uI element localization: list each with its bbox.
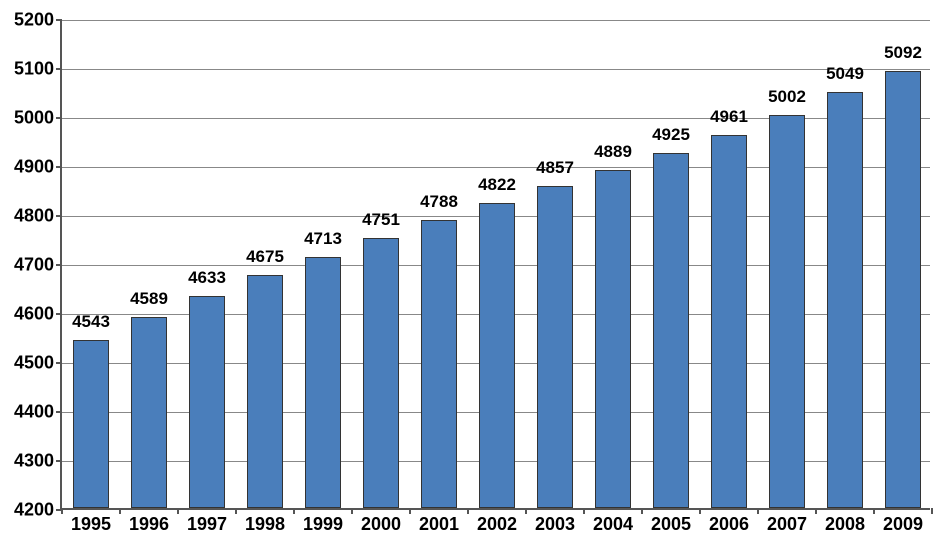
x-tick-mark [815, 508, 817, 514]
data-label: 5002 [768, 87, 806, 107]
y-axis-label: 4800 [14, 206, 62, 227]
x-tick-mark [61, 508, 63, 514]
x-tick-mark [293, 508, 295, 514]
x-axis-label: 1998 [245, 508, 285, 535]
data-label: 4713 [304, 229, 342, 249]
data-label: 4675 [246, 247, 284, 267]
bar [189, 296, 225, 508]
data-label: 4961 [710, 107, 748, 127]
y-axis-label: 4600 [14, 304, 62, 325]
x-axis-label: 2009 [883, 508, 923, 535]
x-tick-mark [757, 508, 759, 514]
x-tick-mark [409, 508, 411, 514]
plot-area: 4200430044004500460047004800490050005100… [60, 20, 930, 510]
bar [131, 317, 167, 508]
data-label: 4925 [652, 125, 690, 145]
bar [653, 153, 689, 508]
x-axis-label: 1996 [129, 508, 169, 535]
data-label: 5092 [884, 43, 922, 63]
x-axis-label: 2000 [361, 508, 401, 535]
x-axis-label: 2006 [709, 508, 749, 535]
y-axis-label: 4300 [14, 451, 62, 472]
x-tick-mark [873, 508, 875, 514]
bar [711, 135, 747, 508]
x-tick-mark [119, 508, 121, 514]
data-label: 4889 [594, 142, 632, 162]
x-tick-mark [525, 508, 527, 514]
grid-line [62, 20, 930, 21]
bar [595, 170, 631, 508]
x-tick-mark [641, 508, 643, 514]
x-axis-label: 2008 [825, 508, 865, 535]
bar [769, 115, 805, 508]
y-axis-label: 4700 [14, 255, 62, 276]
data-label: 4822 [478, 175, 516, 195]
bar-chart: 4200 4300 4400 4500 4600 4700 4800 4900 5000 5100… [0, 0, 941, 552]
x-tick-mark [931, 508, 933, 514]
data-label: 5049 [826, 64, 864, 84]
y-axis-label: 4200 [14, 500, 62, 521]
x-axis-label: 1995 [71, 508, 111, 535]
bar [73, 340, 109, 508]
y-axis-label: 5100 [14, 59, 62, 80]
x-axis-label: 1997 [187, 508, 227, 535]
bar [421, 220, 457, 508]
x-tick-mark [467, 508, 469, 514]
y-axis-label: 4900 [14, 157, 62, 178]
data-label: 4857 [536, 158, 574, 178]
data-label: 4788 [420, 192, 458, 212]
x-axis-label: 2004 [593, 508, 633, 535]
y-axis-label: 4400 [14, 402, 62, 423]
x-tick-mark [583, 508, 585, 514]
x-axis-label: 2001 [419, 508, 459, 535]
bar [305, 257, 341, 508]
x-tick-mark [699, 508, 701, 514]
x-axis-label: 2002 [477, 508, 517, 535]
bar [537, 186, 573, 508]
bar [827, 92, 863, 508]
x-tick-mark [351, 508, 353, 514]
x-axis-label: 2007 [767, 508, 807, 535]
grid-line [62, 69, 930, 70]
data-label: 4633 [188, 268, 226, 288]
data-label: 4543 [72, 312, 110, 332]
x-axis-label: 2003 [535, 508, 575, 535]
y-axis-label: 5000 [14, 108, 62, 129]
bar [363, 238, 399, 508]
x-tick-mark [177, 508, 179, 514]
data-label: 4589 [130, 289, 168, 309]
bar [885, 71, 921, 508]
x-axis-label: 1999 [303, 508, 343, 535]
x-tick-mark [235, 508, 237, 514]
y-axis-label: 5200 [14, 10, 62, 31]
y-axis-label: 4500 [14, 353, 62, 374]
bar [247, 275, 283, 508]
bar [479, 203, 515, 508]
x-axis-label: 2005 [651, 508, 691, 535]
data-label: 4751 [362, 210, 400, 230]
